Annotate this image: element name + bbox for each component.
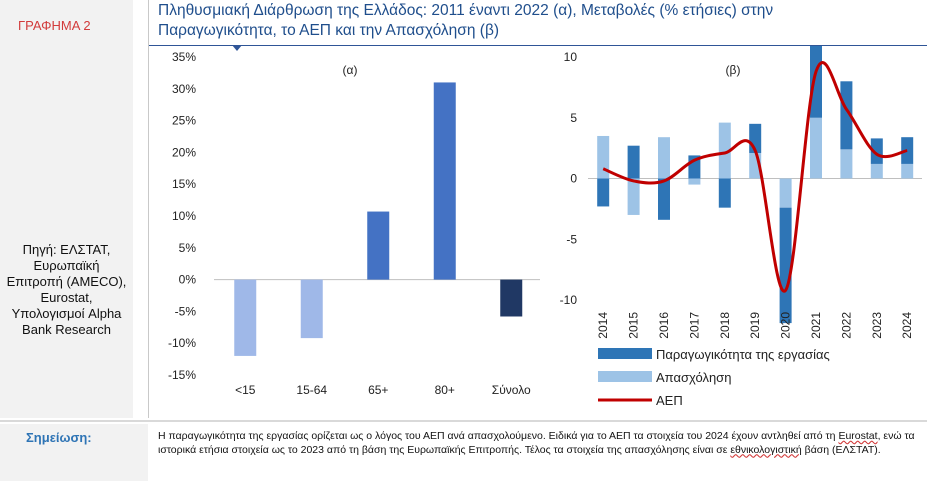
title-line-1: Πληθυσμιακή Διάρθρωση της Ελλάδος: 2011 … [158, 2, 774, 19]
chart-b-legend-swatch [598, 371, 652, 382]
chart-title: Πληθυσμιακή Διάρθρωση της Ελλάδος: 2011 … [158, 1, 918, 41]
title-line-2: Παραγωγικότητα, το ΑΕΠ και την Απασχόλησ… [158, 22, 500, 39]
chart-b-xtick-label: 2020 [779, 312, 793, 339]
chart-b-productivity-bar [597, 178, 610, 207]
chart-b-xtick-label: 2022 [839, 312, 853, 339]
chart-a-bar [367, 211, 390, 280]
chart-b-productivity-bar [840, 81, 853, 150]
chart-a-xtick-label: Σύνολο [492, 383, 531, 397]
chart-b-y-axis: -10 -5 0 5 10 [560, 50, 922, 307]
chart-a-xtick-label: <15 [235, 383, 256, 397]
chart-a-ytick-label: 35% [172, 50, 196, 64]
chart-b-employment-bar [901, 163, 914, 179]
chart-b-productivity-bar [810, 46, 822, 118]
chart-b-productivity-bar [901, 137, 914, 164]
chart-b-xtick-label: 2017 [687, 312, 701, 339]
chart-b-ytick-label: 0 [570, 172, 577, 186]
graph-label: ΓΡΑΦΗΜΑ 2 [18, 18, 91, 33]
chart-a-ytick-label: -10% [168, 336, 196, 350]
chart-b-employment-bar [870, 163, 883, 179]
note-eurostat: Eurostat [838, 430, 878, 442]
note-part-1: Η παραγωγικότητα της εργασίας ορίζεται ω… [158, 430, 839, 442]
left-panel [0, 0, 133, 418]
chart-b-employment-bar [597, 135, 610, 179]
chart-a-bar [234, 279, 257, 356]
chart-a-ytick-label: 20% [172, 145, 196, 159]
chart-a-x-labels: <15 15-64 65+ 80+ Σύνολο [235, 383, 531, 397]
chart-a-bar [300, 279, 323, 339]
chart-b-productivity-bar [779, 207, 792, 324]
chart-a-bar [433, 82, 456, 280]
chart-a-ytick-label: 15% [172, 177, 196, 191]
chart-b-ytick-label: 10 [564, 50, 578, 64]
note-text: Η παραγωγικότητα της εργασίας ορίζεται ω… [158, 430, 920, 457]
chart-a-bar [500, 279, 523, 317]
chart-a-ytick-label: 10% [172, 209, 196, 223]
chart-b-xtick-label: 2016 [657, 312, 671, 339]
chart-b-ytick-label: 5 [570, 111, 577, 125]
chart-b-legend-label: Παραγωγικότητα της εργασίας [656, 347, 830, 362]
chart-b-employment-bar [810, 117, 822, 179]
note-ethniko: εθνικολογιστική [730, 443, 802, 456]
source-text: Πηγή: ΕΛΣΤΑΤ, Ευρωπαϊκή Επιτροπή (AMECO)… [6, 242, 127, 337]
chart-a: (α) -15% -10% -5% 0% 5% 10% 15% 20% 25% 30% 35% <1… [168, 50, 540, 397]
chart-b-xtick-label: 2021 [809, 312, 823, 339]
chart-b-xtick-label: 2014 [596, 312, 610, 339]
chart-a-xtick-label: 65+ [368, 383, 388, 397]
chart-a-panel-label: (α) [343, 63, 358, 77]
note-rule [0, 420, 927, 422]
chart-b-productivity-bar [627, 145, 640, 179]
chart-a-xtick-label: 15-64 [296, 383, 327, 397]
chart-a-ytick-label: 0% [179, 273, 197, 287]
title-notch [232, 45, 242, 51]
chart-b-gdp-series-line [602, 61, 908, 293]
chart-b-legend-label: ΑΕΠ [656, 393, 683, 408]
chart-b-employment-bar [627, 178, 640, 215]
chart-a-ytick-label: -5% [175, 304, 197, 318]
chart-b-x-labels: 2014 2015 2016 2017 2018 2019 2020 2021 2022 2023… [596, 312, 914, 339]
chart-b-employment-bar [658, 137, 670, 179]
chart-b-xtick-label: 2015 [627, 312, 641, 339]
chart-b-xtick-label: 2019 [748, 312, 762, 339]
chart-b-legend: Παραγωγικότητα της εργασίας Απασχόληση ΑΕΠ [598, 347, 830, 408]
chart-b-employment-bar [688, 178, 701, 185]
chart-b-employment-bar [718, 122, 731, 179]
chart-b-productivity-bar [718, 178, 731, 208]
title-rule [149, 45, 927, 46]
chart-b-bars [597, 46, 914, 324]
chart-a-xtick-label: 80+ [435, 383, 455, 397]
vertical-divider [148, 0, 149, 418]
chart-b-productivity-bar [658, 178, 670, 220]
chart-b-ytick-label: -5 [566, 232, 577, 246]
chart-b-panel-label: (β) [726, 63, 741, 77]
chart-b-xtick-label: 2024 [900, 312, 914, 339]
note-part-3: βάση (ΕΛΣΤΑΤ). [801, 443, 881, 456]
chart-a-ytick-label: 25% [172, 114, 196, 128]
chart-a-ytick-label: 30% [172, 82, 196, 96]
chart-b-productivity-bar [870, 138, 883, 164]
chart-b-xtick-label: 2023 [870, 312, 884, 339]
chart-a-ytick-label: 5% [179, 241, 197, 255]
note-label: Σημείωση: [26, 430, 92, 445]
chart-a-ytick-label: -15% [168, 368, 196, 382]
chart-b-gdp-line [602, 61, 908, 293]
chart-a-bars [234, 82, 523, 356]
note-left-panel [0, 424, 148, 481]
chart-b-legend-swatch [598, 348, 652, 359]
note-part-2: , ενώ τα ιστορικά ετήσια στοιχεία ως το … [158, 430, 915, 456]
chart-b-ytick-label: -10 [560, 293, 578, 307]
chart-b-xtick-label: 2018 [718, 312, 732, 339]
chart-b-employment-bar [779, 178, 792, 208]
chart-a-y-axis: -15% -10% -5% 0% 5% 10% 15% 20% 25% 30% 35% [168, 50, 540, 382]
chart-b-legend-label: Απασχόληση [656, 370, 731, 385]
chart-b-employment-bar [840, 149, 853, 179]
